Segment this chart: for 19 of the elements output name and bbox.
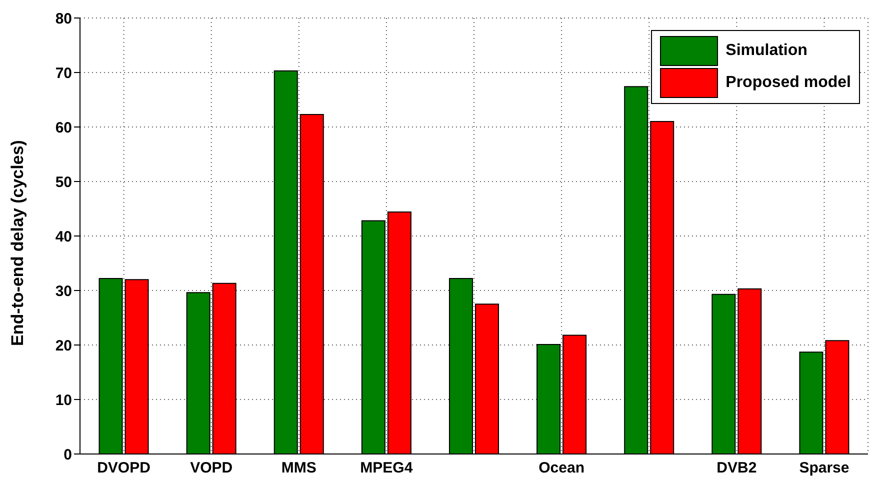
y-tick-label: 70 [55, 64, 72, 82]
legend-label: Simulation [726, 42, 808, 60]
legend-label: Proposed model [726, 74, 851, 92]
y-tick-label: 0 [64, 446, 72, 464]
y-axis-title: End-to-end delay (cycles) [8, 140, 28, 346]
y-tick-label: 50 [55, 174, 72, 191]
x-tick-label: Ocean [538, 460, 584, 477]
y-tick-label: 30 [55, 282, 72, 300]
y-tick-label: 60 [55, 119, 72, 136]
x-tick-label: MPEG4 [360, 460, 414, 477]
x-tick-label: DVB2 [716, 460, 757, 477]
y-tick-label: 40 [55, 228, 72, 246]
x-tick-label: VOPD [190, 460, 233, 477]
x-tick-label: MMS [281, 460, 316, 477]
y-tick-label: 10 [55, 392, 72, 409]
y-tick-label: 20 [55, 337, 72, 354]
y-tick-label: 80 [55, 10, 72, 28]
x-tick-label: DVOPD [97, 460, 151, 477]
x-tick-label: Sparse [799, 460, 850, 477]
